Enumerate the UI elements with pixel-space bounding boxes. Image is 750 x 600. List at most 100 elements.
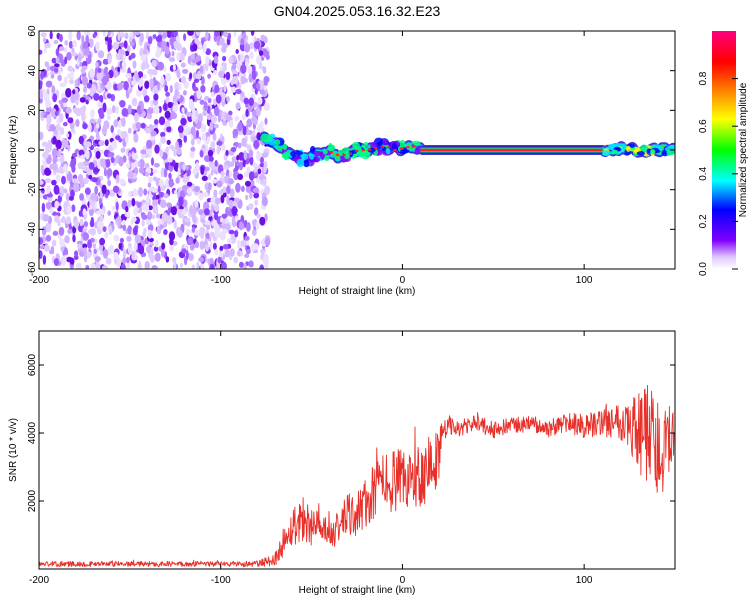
signal-blob xyxy=(300,153,309,161)
noise-speckle xyxy=(262,178,267,187)
noise-speckle xyxy=(241,33,247,40)
noise-speckle xyxy=(187,237,193,245)
snr-plot-area xyxy=(39,331,675,569)
noise-speckle xyxy=(103,120,110,130)
noise-speckle xyxy=(174,81,180,92)
noise-speckle xyxy=(146,112,152,120)
signal-blob xyxy=(382,139,388,146)
noise-speckle xyxy=(209,240,213,251)
noise-speckle xyxy=(212,178,218,184)
noise-speckle xyxy=(101,265,109,269)
noise-speckle xyxy=(52,239,57,247)
noise-speckle xyxy=(141,202,148,212)
noise-speckle xyxy=(52,230,59,236)
noise-speckle xyxy=(49,124,56,132)
noise-speckle xyxy=(103,68,108,75)
noise-speckle xyxy=(193,78,200,84)
noise-speckle xyxy=(88,162,95,170)
noise-speckle xyxy=(228,171,232,178)
noise-speckle xyxy=(181,68,189,74)
noise-speckle xyxy=(98,197,102,205)
noise-speckle xyxy=(248,203,254,210)
noise-speckle xyxy=(165,146,169,153)
noise-speckle xyxy=(230,80,234,86)
noise-speckle xyxy=(207,73,212,79)
noise-speckle xyxy=(164,178,170,189)
noise-speckle xyxy=(50,108,57,118)
noise-speckle xyxy=(245,194,249,200)
noise-speckle xyxy=(69,257,75,265)
signal-blob xyxy=(640,144,649,152)
noise-speckle xyxy=(117,66,121,73)
noise-speckle xyxy=(44,178,52,184)
noise-speckle xyxy=(128,244,133,255)
noise-speckle xyxy=(254,88,258,95)
noise-speckle xyxy=(131,152,138,160)
noise-speckle xyxy=(146,194,150,204)
noise-speckle xyxy=(207,98,212,104)
signal-blob xyxy=(666,149,671,157)
noise-speckle xyxy=(82,208,87,216)
noise-speckle xyxy=(87,239,92,249)
noise-speckle xyxy=(90,109,95,118)
noise-speckle xyxy=(112,41,119,50)
noise-speckle xyxy=(188,253,194,262)
noise-speckle xyxy=(191,264,196,269)
noise-speckle xyxy=(128,242,132,248)
noise-speckle xyxy=(153,162,160,168)
noise-speckle xyxy=(68,40,73,49)
noise-speckle xyxy=(44,42,51,49)
noise-speckle xyxy=(106,168,113,177)
noise-speckle xyxy=(133,207,138,216)
noise-speckle xyxy=(121,117,126,128)
signal-blob xyxy=(636,151,645,156)
noise-speckle xyxy=(104,36,109,42)
noise-speckle xyxy=(64,40,68,46)
noise-speckle xyxy=(262,255,269,266)
noise-speckle xyxy=(206,114,212,120)
noise-speckle xyxy=(248,260,254,268)
noise-speckle xyxy=(83,221,88,228)
noise-speckle xyxy=(49,249,55,255)
noise-speckle xyxy=(39,237,44,245)
noise-speckle xyxy=(68,195,74,201)
noise-speckle xyxy=(115,201,119,211)
noise-speckle xyxy=(184,217,191,223)
noise-speckle xyxy=(189,72,193,80)
noise-speckle xyxy=(45,201,52,209)
noise-speckle xyxy=(213,69,217,76)
noise-speckle xyxy=(78,149,85,157)
noise-speckle xyxy=(143,44,147,52)
noise-speckle xyxy=(143,95,150,103)
noise-speckle xyxy=(172,64,176,71)
noise-speckle xyxy=(193,185,201,193)
noise-speckle xyxy=(199,241,204,250)
noise-speckle xyxy=(135,89,142,97)
snr-y-tick-label: 2000 xyxy=(27,489,38,512)
noise-speckle xyxy=(199,150,204,158)
noise-speckle xyxy=(243,263,247,269)
noise-speckle xyxy=(250,31,255,36)
spectrogram-y-tick-label: 0 xyxy=(27,147,38,153)
noise-speckle xyxy=(259,216,266,226)
noise-speckle xyxy=(66,205,72,215)
noise-speckle xyxy=(123,80,129,91)
noise-speckle xyxy=(198,209,204,216)
noise-speckle xyxy=(210,91,215,98)
noise-speckle xyxy=(159,149,164,158)
noise-speckle xyxy=(163,120,171,128)
noise-speckle xyxy=(263,102,270,112)
signal-blob xyxy=(601,150,610,157)
noise-speckle xyxy=(88,174,93,180)
noise-speckle xyxy=(44,222,52,233)
noise-speckle xyxy=(182,128,190,136)
noise-speckle xyxy=(238,221,244,231)
noise-speckle xyxy=(195,240,199,249)
noise-speckle xyxy=(113,234,120,242)
noise-speckle xyxy=(249,156,254,166)
spectrogram-y-axis-label: Frequency (Hz) xyxy=(8,116,19,185)
noise-speckle xyxy=(163,167,168,178)
noise-speckle xyxy=(59,46,65,52)
noise-speckle xyxy=(237,239,241,245)
noise-speckle xyxy=(234,115,240,122)
